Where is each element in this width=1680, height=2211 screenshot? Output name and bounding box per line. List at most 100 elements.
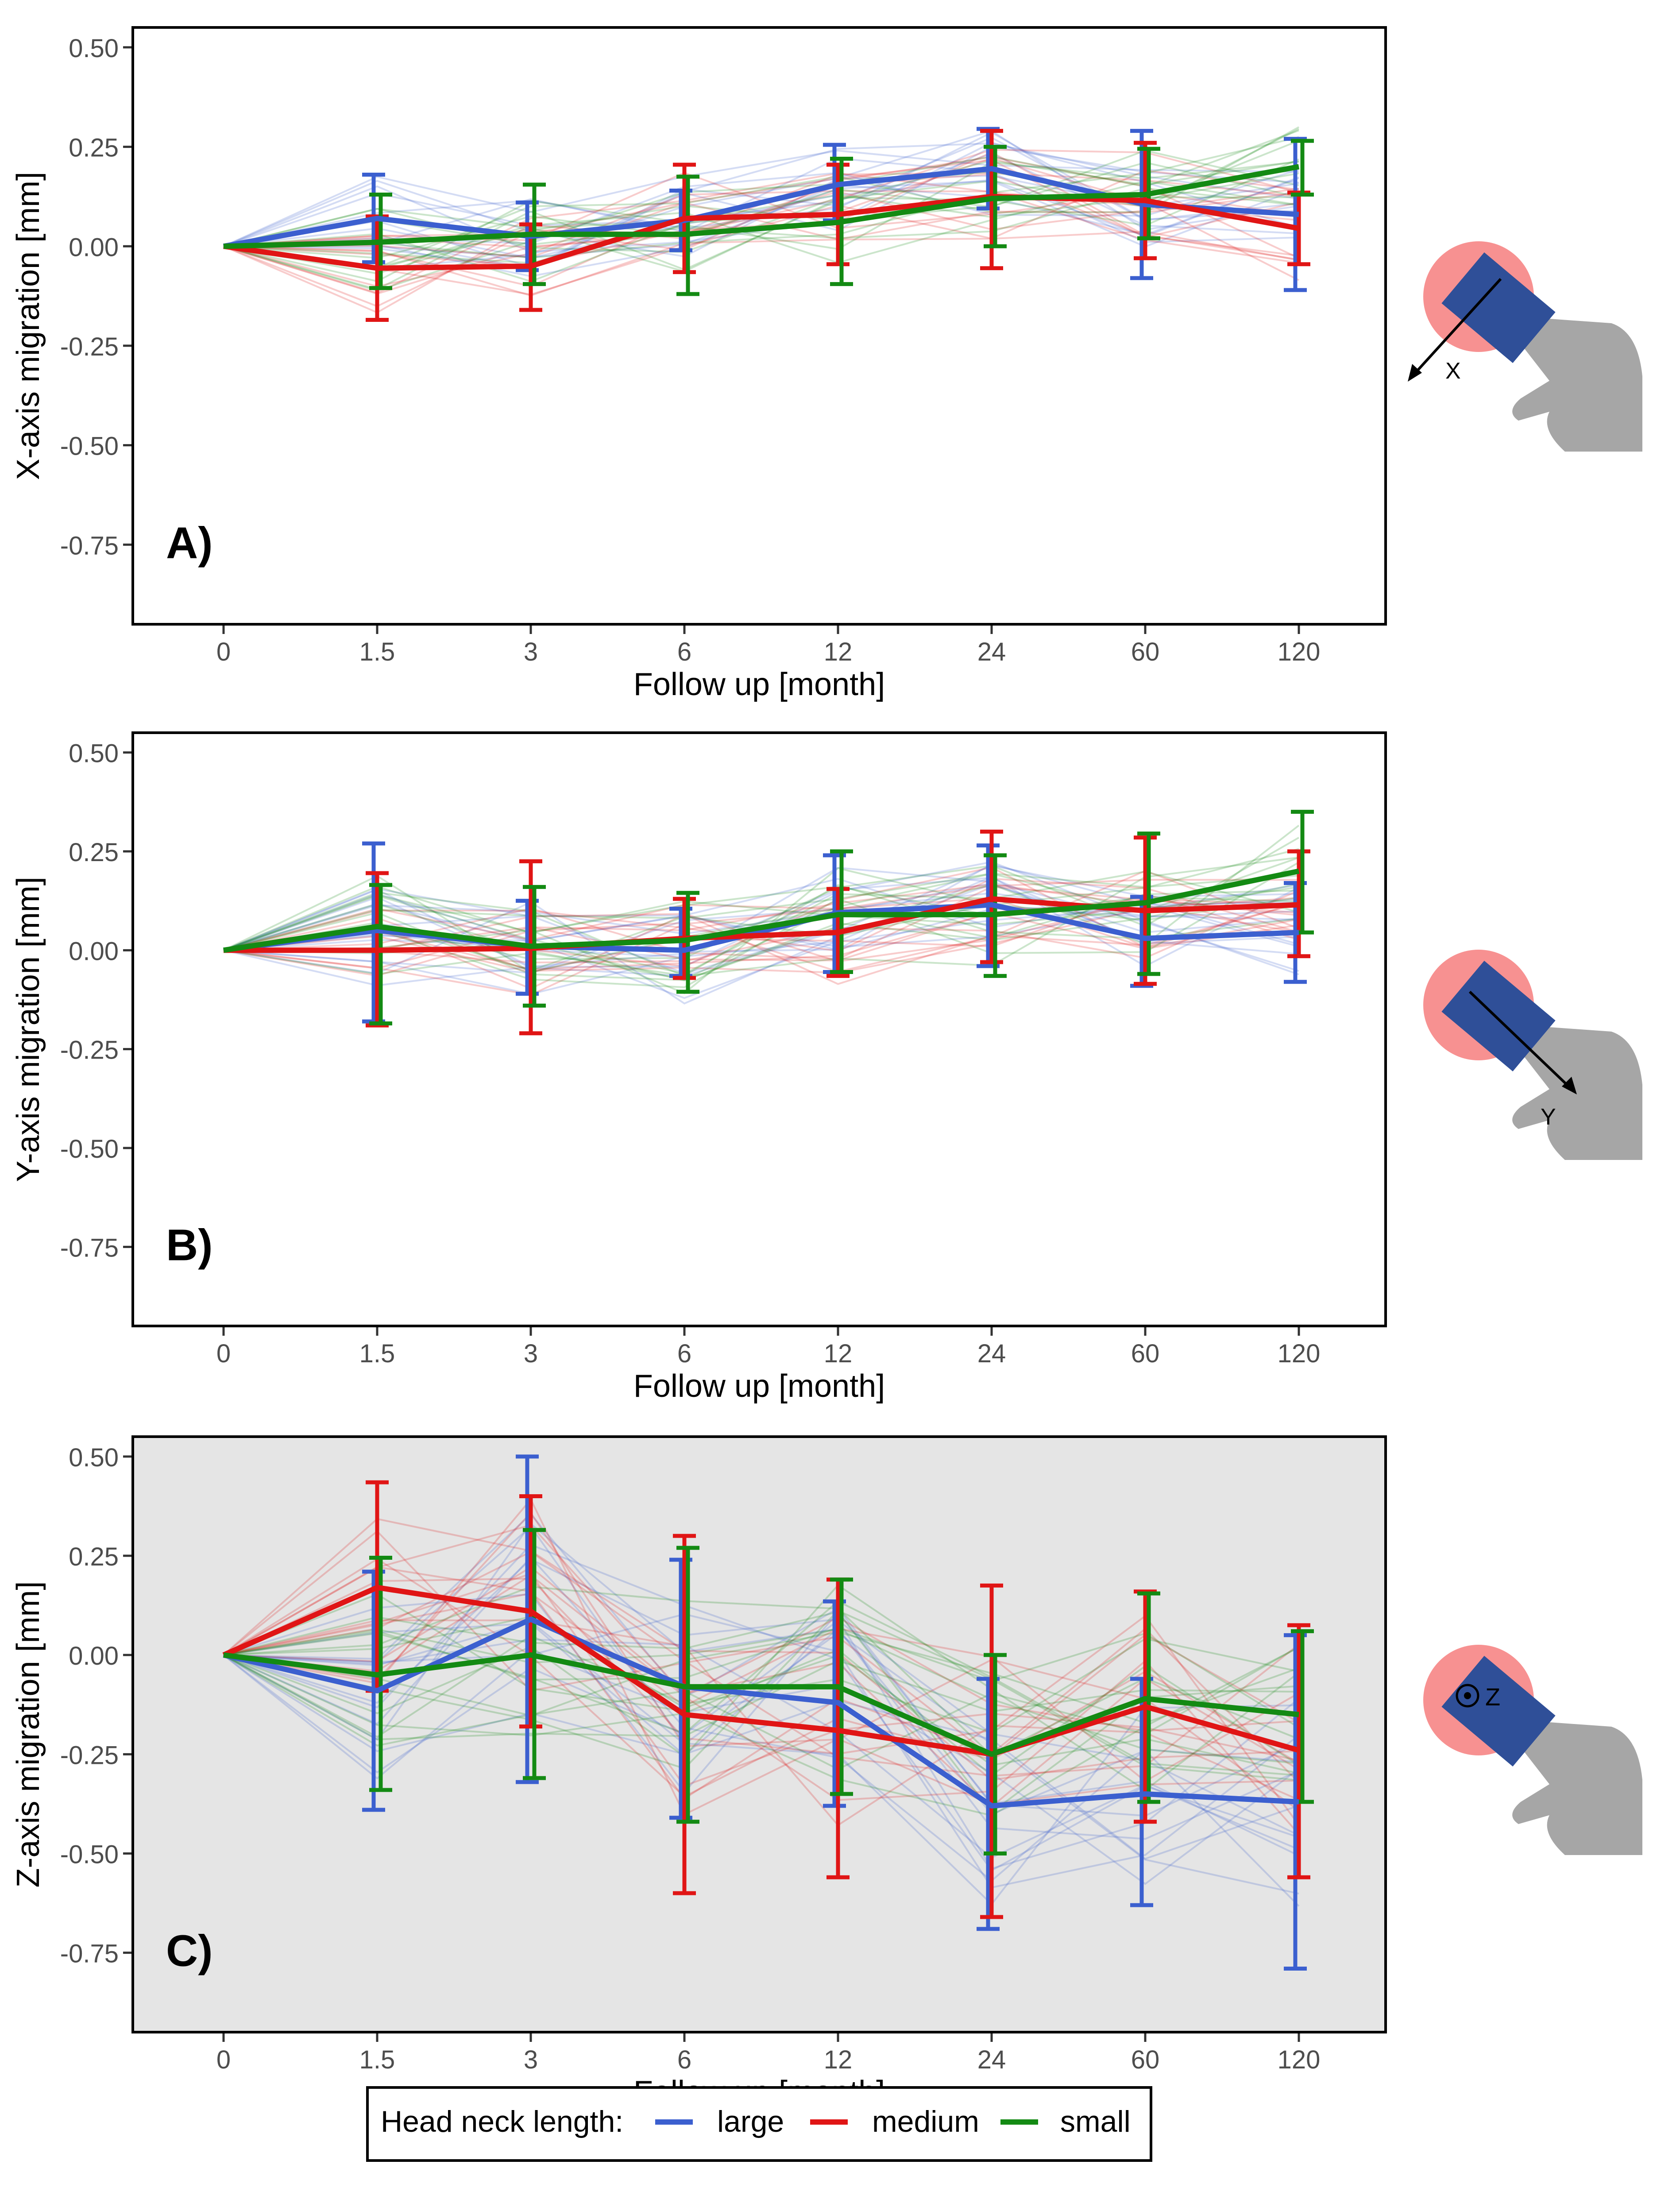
x-tick-label: 24 (977, 2045, 1006, 2074)
legend-title: Head neck length: (381, 2105, 623, 2138)
patient-line-large (223, 150, 1299, 247)
y-axis-title: X-axis migration [mm] (11, 172, 46, 480)
y-tick-label: 0.50 (69, 34, 119, 63)
x-tick-label: 0 (216, 2045, 231, 2074)
plot-border (131, 731, 1387, 1327)
patient-line-medium (223, 1558, 1300, 1798)
y-axis-arrow (1468, 990, 1573, 1090)
patient-line-large (223, 1613, 1300, 1889)
patient-line-small (223, 1584, 1300, 1791)
implant-diagram-x: X (1408, 241, 1642, 452)
patient-line-medium (223, 870, 1299, 977)
stem-neck (1441, 252, 1556, 363)
panel-c: 0.50 0.25 0.00 -0.25 -0.50 -0.75 0 1.5 3 6 12 24 60 1… (11, 1435, 1387, 2110)
patient-line-small (223, 161, 1299, 268)
y-tick-label: 0.00 (69, 233, 119, 262)
patient-line-small (223, 1616, 1299, 1774)
y-axis-title: Z-axis migration [mm] (11, 1581, 46, 1887)
y-tick-label: -0.25 (60, 1741, 119, 1770)
patient-line-medium (223, 1574, 1300, 1835)
patient-line-medium (223, 897, 1299, 951)
y-tick-label: -0.50 (60, 432, 119, 461)
mean-line-small (223, 1652, 1299, 1757)
patient-line-small (223, 129, 1299, 292)
stem-neck (1441, 961, 1556, 1071)
patient-line-medium (223, 172, 1299, 294)
patient-line-medium (223, 912, 1299, 970)
patient-line-large (223, 876, 1299, 999)
patient-line-small (223, 1646, 1299, 1770)
y-tick-label: 0.25 (69, 134, 119, 162)
patient-line-small (223, 872, 1299, 989)
patient-line-large (223, 1522, 1300, 1907)
panel-a: 0.50 0.25 0.00 -0.25 -0.50 -0.75 0 1.5 3 6 12 24 60 1… (11, 26, 1387, 702)
y-tick-label: 0.25 (69, 1542, 119, 1571)
z-axis-symbol-circle (1456, 1684, 1479, 1708)
patient-line-large (223, 1622, 1299, 1840)
implant-diagrams: X Y Z (1408, 241, 1642, 1855)
patient-line-medium (223, 159, 1299, 247)
mean-line-large (223, 1616, 1299, 1809)
legend-label-medium: medium (872, 2105, 979, 2138)
x-tick-label: 60 (1131, 1339, 1160, 1368)
patient-line-small (223, 1600, 1299, 1777)
patient-line-large (223, 176, 1299, 259)
panel-label: C) (166, 1926, 213, 1976)
legend-label-small: small (1060, 2105, 1131, 2138)
y-tick-label: -0.75 (60, 1233, 119, 1262)
patient-line-medium (223, 889, 1299, 964)
plot-background (133, 1437, 1386, 2032)
y-tick-label: 0.00 (69, 1642, 119, 1670)
patient-line-large (223, 905, 1299, 974)
y-axis-symbol: Y (1541, 1104, 1556, 1130)
patient-line-small (223, 1648, 1300, 1777)
x-tick-label: 12 (824, 1339, 853, 1368)
patient-line-medium (223, 1498, 1299, 1816)
patient-line-small (223, 1654, 1299, 1740)
x-arrow-head (1408, 364, 1422, 382)
y-tick-label: -0.75 (60, 1940, 119, 1968)
x-tick-label: 120 (1278, 1339, 1321, 1368)
patient-line-medium (223, 883, 1299, 970)
patient-line-large (223, 1620, 1299, 1836)
patient-line-medium (223, 173, 1299, 314)
patient-line-small (223, 1628, 1299, 1765)
x-tick-label: 1.5 (359, 2045, 395, 2074)
patient-line-medium (223, 231, 1299, 297)
x-tick-label: 60 (1131, 2045, 1160, 2074)
patient-line-large (223, 863, 1299, 953)
x-tick-label: 24 (977, 638, 1006, 666)
y-tick-label: -0.50 (60, 1135, 119, 1163)
mean-line-small (223, 164, 1300, 249)
patient-line-small (223, 1627, 1300, 1728)
patient-line-medium (223, 1566, 1300, 1808)
panel-label: B) (166, 1220, 213, 1270)
mean-line-medium (224, 896, 1299, 953)
patient-line-small (223, 862, 1300, 954)
patient-line-large (223, 1654, 1299, 1860)
patient-line-large (223, 153, 1299, 268)
patient-line-large (223, 864, 1299, 977)
patient-line-large (223, 146, 1299, 270)
patient-line-small (223, 1635, 1299, 1738)
patient-line-medium (223, 877, 1299, 952)
x-tick-label: 0 (216, 638, 231, 666)
patient-line-large (223, 1649, 1300, 1885)
y-tick-label: -0.75 (60, 531, 119, 560)
x-axis-title: Follow up [month] (633, 1368, 885, 1404)
patient-line-large (223, 136, 1299, 247)
patient-line-medium (223, 886, 1299, 960)
x-tick-label: 120 (1278, 638, 1321, 666)
patient-line-large (223, 157, 1299, 247)
patient-line-small (223, 159, 1299, 290)
patient-line-medium (223, 879, 1299, 996)
patient-line-small (223, 158, 1299, 253)
x-axis-arrow (1411, 278, 1502, 378)
patient-line-medium (223, 191, 1299, 259)
x-tick-label: 3 (524, 638, 538, 666)
patient-line-medium (223, 1592, 1299, 1782)
x-tick-label: 6 (677, 1339, 691, 1368)
y-tick-label: 0.50 (69, 739, 119, 768)
x-axis-title: Follow up [month] (633, 667, 885, 702)
patient-line-medium (223, 190, 1299, 287)
